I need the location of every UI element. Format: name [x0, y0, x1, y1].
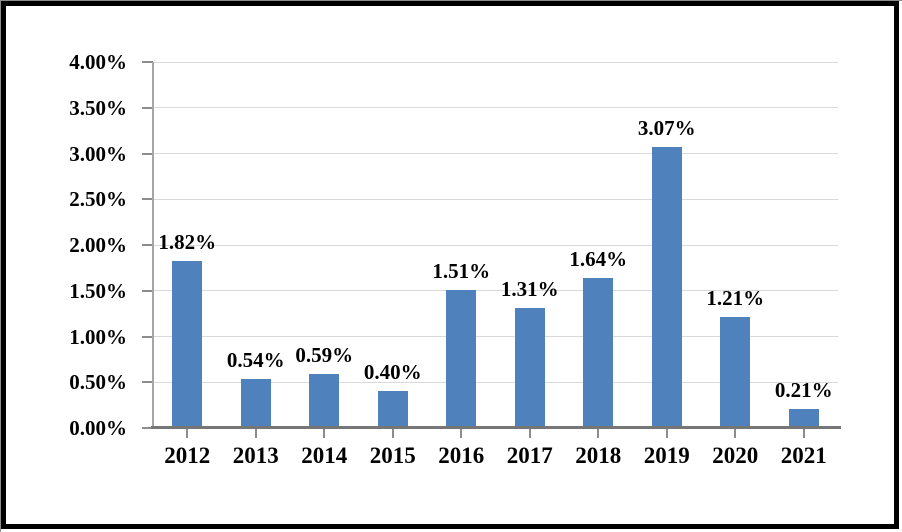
bar-data-label: 0.54%	[226, 347, 285, 372]
bar	[583, 277, 614, 428]
bar	[514, 308, 545, 428]
x-axis-label: 2013	[232, 443, 279, 468]
bar-data-label: 1.21%	[706, 286, 765, 311]
bar	[720, 317, 751, 428]
x-axis-tick	[528, 429, 531, 438]
y-axis-tick	[142, 381, 153, 384]
x-axis-label: 2020	[712, 443, 759, 468]
gridline	[153, 290, 838, 292]
bar	[309, 374, 340, 428]
bar-data-label: 3.07%	[637, 116, 696, 141]
y-axis-tick-label: 4.00%	[69, 50, 127, 74]
bar	[788, 408, 819, 428]
x-axis-label: 2015	[369, 443, 416, 468]
y-axis-tick-label: 3.00%	[69, 141, 127, 166]
x-axis-label: 2021	[780, 443, 827, 468]
y-axis-tick-label: 0.50%	[69, 370, 127, 395]
x-axis-tick	[665, 429, 668, 438]
gridline	[153, 198, 838, 200]
bar-data-label: 1.64%	[569, 246, 628, 271]
x-axis-tick	[323, 429, 326, 438]
bar	[651, 147, 682, 428]
y-axis-tick-label: 3.50%	[69, 95, 127, 120]
y-axis-tick-label: 2.50%	[69, 187, 127, 212]
y-axis-tick	[142, 427, 153, 429]
y-axis-line	[152, 62, 154, 428]
bar-data-label: 1.31%	[500, 277, 559, 302]
x-axis-tick	[391, 429, 394, 438]
x-axis-tick	[597, 429, 600, 438]
x-axis-tick	[254, 429, 257, 438]
x-axis-line	[151, 426, 841, 429]
gridline	[153, 153, 838, 154]
bar	[377, 391, 408, 428]
x-axis-label: 2019	[643, 443, 690, 468]
gridline	[153, 244, 838, 246]
bar-data-label: 1.82%	[158, 230, 217, 255]
y-axis-tick	[142, 61, 153, 63]
y-axis-tick-label: 1.00%	[69, 324, 127, 349]
bar	[172, 261, 203, 428]
y-axis-tick-label: 0.00%	[69, 416, 127, 440]
bar-data-label: 0.59%	[295, 343, 354, 367]
x-axis-tick	[460, 429, 463, 438]
gridline	[153, 336, 838, 337]
x-axis-tick	[802, 429, 805, 438]
bar-data-label: 0.21%	[774, 377, 833, 402]
x-axis-label: 2016	[438, 443, 485, 468]
x-axis-label: 2014	[301, 443, 348, 468]
y-axis-tick	[142, 244, 153, 246]
gridline	[153, 107, 838, 109]
x-axis-label: 2018	[575, 443, 622, 468]
bar-data-label: 0.40%	[363, 360, 422, 385]
bar	[446, 289, 477, 428]
y-axis-tick	[142, 289, 153, 292]
frame-edge-top	[0, 0, 902, 1]
gridline	[153, 61, 838, 63]
x-axis-tick	[186, 429, 189, 438]
x-axis-label: 2012	[164, 443, 211, 468]
x-axis-label: 2017	[506, 443, 553, 468]
bar-data-label: 1.51%	[432, 258, 491, 283]
y-axis-tick	[142, 152, 153, 155]
frame-edge-left	[0, 0, 1, 532]
x-axis-tick	[734, 429, 737, 438]
gridline	[153, 381, 838, 383]
y-axis-tick	[142, 106, 153, 109]
bar	[240, 378, 271, 428]
y-axis-tick-label: 1.50%	[69, 278, 127, 303]
y-axis-tick	[142, 198, 153, 201]
y-axis-tick	[142, 335, 153, 338]
y-axis-tick-label: 2.00%	[69, 233, 127, 257]
